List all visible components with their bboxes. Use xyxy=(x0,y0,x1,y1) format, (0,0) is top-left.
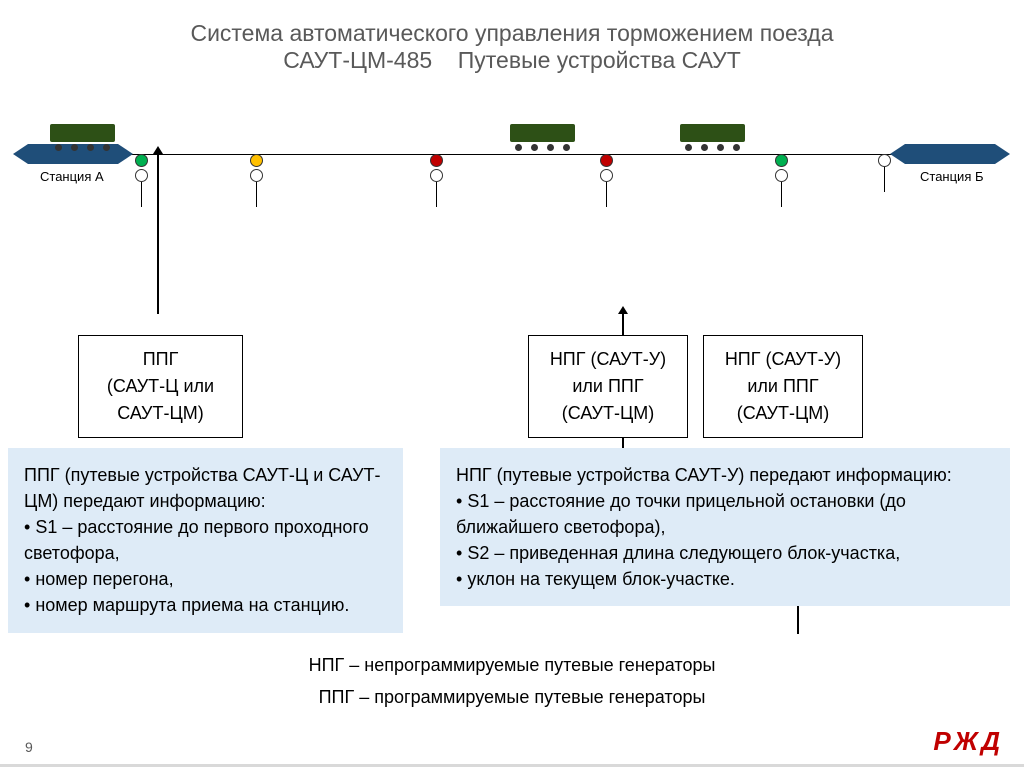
info-panel-ppg: ППГ (путевые устройства САУТ-Ц и САУТ-ЦМ… xyxy=(8,448,403,633)
list-item: S1 – расстояние до первого проходного св… xyxy=(24,514,387,566)
train-icon xyxy=(510,124,575,152)
title-line1: Система автоматического управления тормо… xyxy=(40,20,984,47)
train-icon xyxy=(680,124,745,152)
station-b-label: Станция Б xyxy=(920,169,984,184)
device-box-npg: НПГ (САУТ-У) или ППГ (САУТ-ЦМ) xyxy=(528,335,688,438)
panel-header: ППГ (путевые устройства САУТ-Ц и САУТ-ЦМ… xyxy=(24,462,387,514)
box-line1: ППГ xyxy=(91,346,230,373)
panel-header: НПГ (путевые устройства САУТ-У) передают… xyxy=(456,462,994,488)
footer-npg: НПГ – непрограммируемые путевые генерато… xyxy=(0,655,1024,676)
signal-yellow xyxy=(250,154,263,207)
signal-green xyxy=(775,154,788,207)
rzd-logo: P Ж Д xyxy=(933,726,999,757)
station-b xyxy=(905,144,995,164)
list-item: номер маршрута приема на станцию. xyxy=(24,592,387,618)
signal-white xyxy=(878,154,891,192)
train-icon xyxy=(50,124,115,152)
slide-title: Система автоматического управления тормо… xyxy=(0,0,1024,84)
connector-arrow xyxy=(157,154,159,314)
footer-ppg: ППГ – программируемые путевые генераторы xyxy=(0,687,1024,708)
box-line1: НПГ (САУТ-У) xyxy=(716,346,850,373)
signal-green xyxy=(135,154,148,207)
title-subtitle: Путевые устройства САУТ xyxy=(458,47,741,73)
title-line2: САУТ-ЦМ-485 Путевые устройства САУТ xyxy=(40,47,984,74)
panel-list: S1 – расстояние до первого проходного св… xyxy=(24,514,387,618)
railway-track xyxy=(20,154,1004,155)
box-line1: НПГ (САУТ-У) xyxy=(541,346,675,373)
station-a-label: Станция А xyxy=(40,169,104,184)
panel-list: S1 – расстояние до точки прицельной оста… xyxy=(456,488,994,592)
box-line2: или ППГ (САУТ-ЦМ) xyxy=(716,373,850,427)
box-line2: (САУТ-Ц или САУТ-ЦМ) xyxy=(91,373,230,427)
title-code: САУТ-ЦМ-485 xyxy=(283,47,432,73)
list-item: S1 – расстояние до точки прицельной оста… xyxy=(456,488,994,540)
info-panel-npg: НПГ (путевые устройства САУТ-У) передают… xyxy=(440,448,1010,606)
device-box-ppg: ППГ (САУТ-Ц или САУТ-ЦМ) xyxy=(78,335,243,438)
device-box-npg: НПГ (САУТ-У) или ППГ (САУТ-ЦМ) xyxy=(703,335,863,438)
list-item: S2 – приведенная длина следующего блок-у… xyxy=(456,540,994,566)
track-diagram: Станция А Станция Б xyxy=(0,114,1024,244)
list-item: уклон на текущем блок-участке. xyxy=(456,566,994,592)
box-line2: или ППГ (САУТ-ЦМ) xyxy=(541,373,675,427)
page-number: 9 xyxy=(25,739,33,755)
signal-red xyxy=(430,154,443,207)
signal-red xyxy=(600,154,613,207)
list-item: номер перегона, xyxy=(24,566,387,592)
